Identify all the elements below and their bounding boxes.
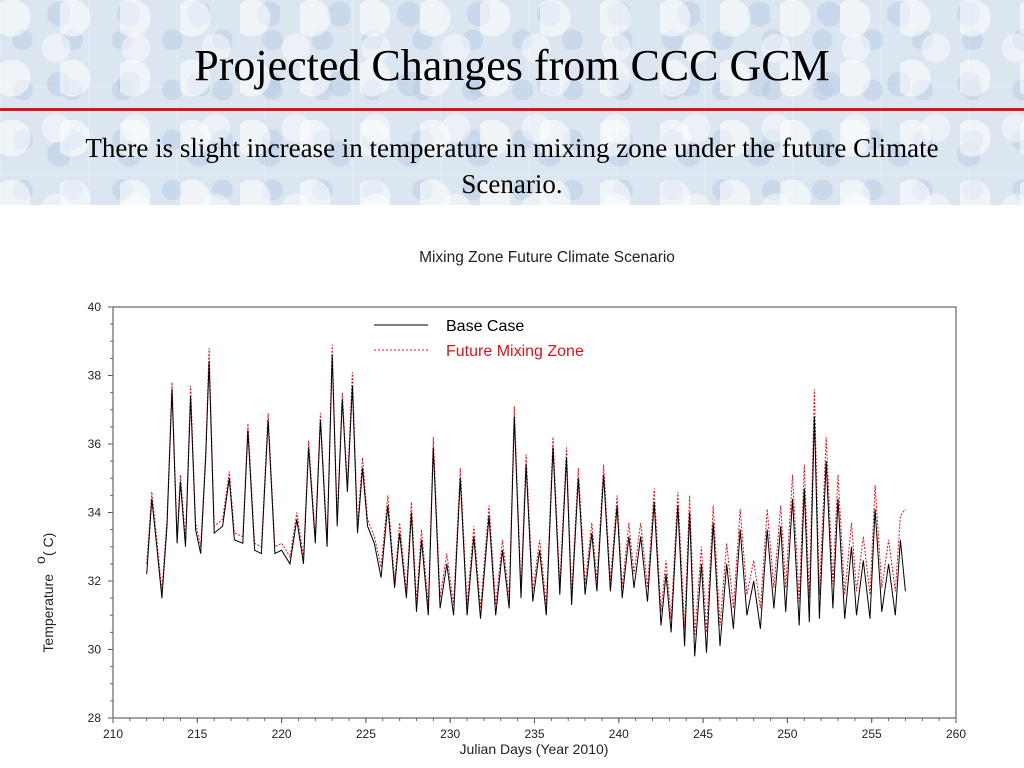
x-axis: 210 215 220 225 230 235 240 245 250 255 260 [103,718,966,741]
x-tick-label: 250 [777,727,797,741]
x-tick-label: 220 [272,727,292,741]
slide-subtitle: There is slight increase in temperature … [85,133,939,199]
x-tick-label: 240 [609,727,629,741]
y-axis-label-unit: ( C) [40,533,56,556]
y-axis-label-group: Temperature o ( C) [32,533,56,653]
x-tick-label: 230 [440,727,460,741]
legend: Base Case Future Mixing Zone [374,318,584,360]
y-axis-label-superscript: o [32,556,48,564]
title-divider [0,108,1024,111]
y-tick-label: 32 [88,574,102,588]
series-line-base-case [146,354,906,657]
x-tick-label: 210 [103,727,123,741]
plot-border [112,306,957,719]
x-axis-label: Julian Days (Year 2010) [460,741,609,757]
series-line-future-mixing-zone [146,344,906,636]
y-axis-label: Temperature [40,574,56,653]
plot-lines [146,344,906,657]
y-tick-label: 40 [88,300,102,314]
x-tick-label: 235 [524,727,544,741]
y-tick-label: 38 [88,369,102,383]
title-banner [0,0,1024,205]
x-tick-label: 245 [693,727,713,741]
temperature-chart: Mixing Zone Future Climate Scenario 28 30… [32,249,966,757]
y-tick-label: 28 [88,711,102,725]
legend-label-base-case: Base Case [446,318,524,335]
x-tick-label: 260 [946,727,966,741]
chart-frame [112,306,957,719]
legend-label-future: Future Mixing Zone [446,343,584,360]
y-tick-label: 30 [88,643,102,657]
y-tick-label: 34 [88,506,102,520]
x-tick-label: 255 [862,727,882,741]
slide-title: Projected Changes from CCC GCM [194,41,830,90]
x-tick-label: 225 [356,727,376,741]
y-tick-label: 36 [88,437,102,451]
y-axis: 28 30 32 34 36 38 40 [88,300,113,725]
chart-title: Mixing Zone Future Climate Scenario [419,249,675,266]
x-tick-label: 215 [187,727,207,741]
